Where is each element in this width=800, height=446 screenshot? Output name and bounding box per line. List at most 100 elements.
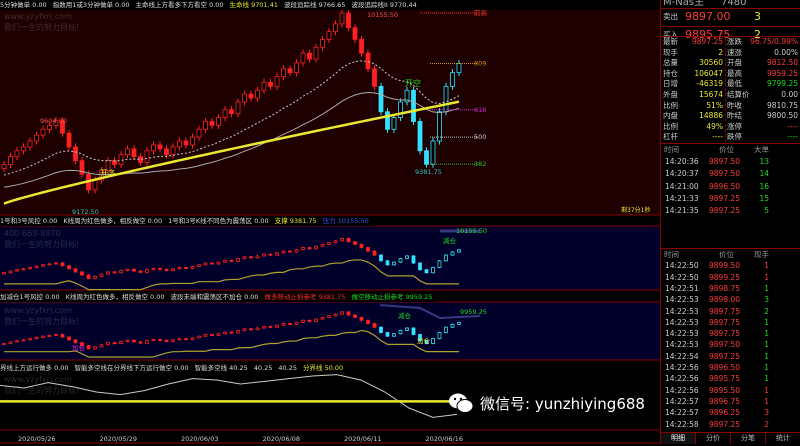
quote-value: ---- (712, 132, 723, 142)
candle (288, 250, 292, 253)
table-row[interactable]: 14:22:53 9897.75 2 (661, 306, 800, 317)
table-row[interactable]: 14:22:57 9896.25 3 (661, 407, 800, 418)
table-row[interactable]: 14:22:56 9895.75 1 (661, 373, 800, 384)
candle (281, 250, 286, 254)
candle (60, 262, 65, 267)
table-row[interactable]: 14:22:53 9897.50 1 (661, 339, 800, 350)
table-row[interactable]: 14:22:50 9899.50 1 (661, 260, 800, 271)
candle (418, 262, 422, 271)
cell-text: 9897.75 (709, 329, 741, 339)
legend-item: 压力 10155.50 (322, 217, 369, 225)
candle (138, 270, 143, 273)
chart-area[interactable]: 前高 809 618 500 382 10155.50 9604.00 9172.50 9381… (0, 0, 660, 444)
candle (281, 323, 286, 326)
tab-0[interactable]: 明细 (661, 432, 696, 444)
table-row[interactable]: 14:22:50 9899.25 1 (661, 272, 800, 283)
candle (183, 140, 189, 146)
candle (73, 268, 78, 273)
candle (424, 269, 429, 274)
candle (229, 331, 234, 334)
bid-label: 买入 (663, 30, 678, 39)
candle (248, 93, 254, 99)
quote-label: 开盘 (727, 58, 742, 68)
table-row[interactable]: 14:22:58 9897.25 2 (661, 419, 800, 430)
swing-high-label: 9604.00 (40, 117, 67, 125)
quote-panel: M-Nas主 7480 卖出 9897.00 3 买入 9895.75 2 最新… (660, 0, 800, 444)
candle (418, 334, 422, 342)
candle (450, 72, 455, 87)
bid-row[interactable]: 买入 9895.75 2 (661, 27, 800, 41)
candle (385, 332, 390, 337)
ask-row[interactable]: 卖出 9897.00 3 (661, 9, 800, 25)
candle (34, 265, 39, 268)
candle (53, 120, 59, 126)
candle (164, 339, 169, 342)
table-row[interactable]: 14:22:57 9896.75 1 (661, 396, 800, 407)
legend-item: 界线上方运行做多 0.00 (0, 364, 69, 372)
candle (359, 39, 364, 54)
table-row[interactable]: 14:21:33 9897.25 15 (661, 193, 800, 205)
table-row[interactable]: 14:22:53 9898.00 3 (661, 294, 800, 305)
quote-value: ---- (787, 121, 798, 131)
candle (34, 337, 39, 340)
candle (73, 146, 78, 161)
cell-text: 14:21:33 (665, 193, 699, 203)
table-row[interactable]: 14:22:53 9897.75 1 (661, 317, 800, 328)
candle (80, 342, 84, 346)
quote-value: -46319 (696, 79, 723, 89)
cell-text: 9897.50 (709, 157, 741, 167)
add-signal: 加仓 (417, 336, 431, 345)
tracking-line-2 (3, 60, 460, 176)
candle (151, 144, 156, 152)
legend-item: 波段末端和震荡区不加仓 0.00 (170, 293, 259, 301)
quote-value: 0.00% (774, 47, 798, 57)
candle (157, 144, 163, 150)
table-row[interactable]: 14:21:00 9896.50 16 (661, 181, 800, 193)
candle (294, 321, 299, 325)
candle (164, 148, 169, 156)
table-row[interactable]: 14:22:56 9896.50 1 (661, 362, 800, 373)
table-row[interactable]: 14:21:35 9897.25 5 (661, 205, 800, 217)
candle (79, 160, 85, 175)
cell-text: 时间 (664, 250, 679, 259)
resistance-label: 10155.50 (456, 227, 487, 235)
cell-text: 14:22:53 (665, 306, 699, 316)
table-row[interactable]: 14:22:53 9897.75 1 (661, 328, 800, 339)
table-row[interactable]: 14:20:37 9897.50 14 (661, 168, 800, 180)
cell-text: 时间 (664, 145, 679, 154)
candle (132, 268, 136, 272)
candle (8, 156, 13, 165)
candle (144, 150, 150, 163)
candle (203, 334, 208, 337)
candle (41, 335, 45, 338)
candle (125, 268, 130, 271)
candle (60, 120, 65, 134)
table-row[interactable]: 14:22:54 9897.25 1 (661, 351, 800, 362)
candle (209, 121, 215, 126)
candle (216, 261, 221, 265)
legend-item: 智能多空线在分界线下方运行做空 0.00 (74, 364, 189, 372)
tab-1[interactable]: 分价 (696, 432, 731, 444)
cell-text: 1 (764, 317, 769, 327)
cell-text: 9897.25 (709, 193, 741, 203)
candle (210, 334, 214, 336)
table-row[interactable]: 14:22:56 9895.50 1 (661, 385, 800, 396)
candle (456, 63, 462, 74)
watermark-site: www.yzyfxrj.com (4, 12, 72, 21)
candle (67, 336, 71, 341)
cell-text: 9897.25 (709, 419, 741, 429)
legend-item: 波段追踪线II 9770.44 (351, 1, 417, 9)
tab-2[interactable]: 分笔 (731, 432, 766, 444)
legend-item: 5分钟做单 0.00 (0, 1, 47, 9)
candle (398, 258, 403, 263)
tab-3[interactable]: 统计 (766, 432, 800, 444)
chart-canvas[interactable]: 前高 809 618 500 382 10155.50 9604.00 9172.50 9381… (0, 0, 660, 444)
candle (320, 244, 325, 247)
candle (99, 273, 104, 277)
legend-item: 智能多空线 40.25 (194, 364, 248, 372)
bid-volume: 2 (754, 28, 761, 41)
table-row[interactable]: 14:20:36 9897.50 13 (661, 156, 800, 168)
candle (47, 334, 52, 337)
table-row[interactable]: 14:22:51 9898.75 1 (661, 283, 800, 294)
candle (326, 31, 332, 40)
